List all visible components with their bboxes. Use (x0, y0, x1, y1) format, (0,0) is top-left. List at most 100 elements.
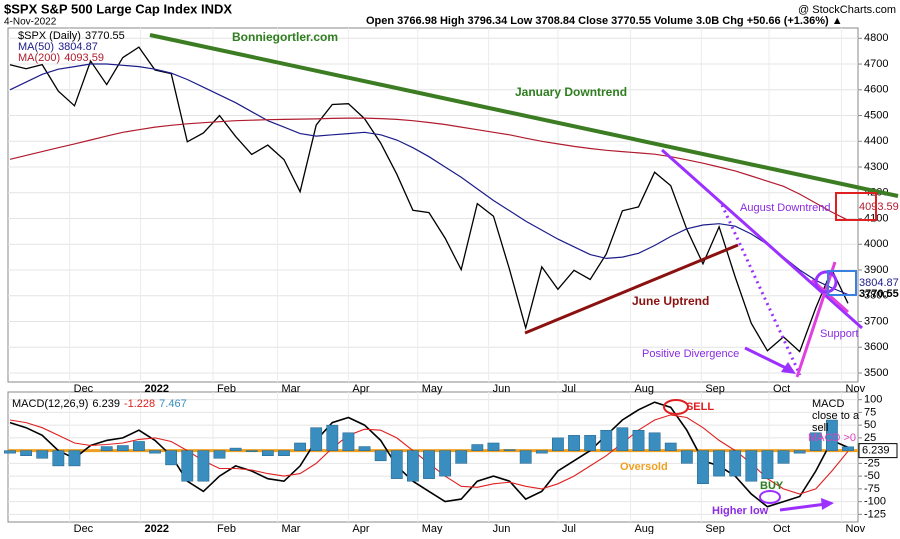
histogram-bar (358, 446, 371, 451)
legend-value: 4093.59 (64, 52, 104, 64)
histogram-bar (664, 442, 677, 451)
annotation: June Uptrend (632, 294, 709, 308)
legend-value: 6.239 (92, 398, 120, 410)
legend-value: 7.467 (159, 398, 187, 410)
histogram-bar (697, 450, 709, 485)
macd-legend: MACD(12,26,9) 6.239 -1.228 7.467 (12, 398, 187, 410)
y-tick-label: -50 (864, 470, 880, 482)
histogram-bar (809, 432, 822, 451)
y-tick-label: 3700 (864, 315, 888, 327)
x-tick-label: Feb (217, 383, 236, 395)
histogram-bar (326, 424, 339, 451)
legend-entry: MA(50) 3804.87 (18, 41, 98, 53)
legend-value: -1.228 (124, 398, 155, 410)
x-tick-label: Sep (705, 523, 725, 534)
annotation: Support (820, 328, 859, 340)
annotation: BUY (760, 480, 784, 492)
buy-ellipse (759, 490, 781, 504)
annotation: Positive Divergence (642, 348, 739, 360)
histogram-bar (342, 432, 355, 451)
histogram-bar (568, 435, 580, 451)
value-tag: 6.239 (862, 445, 890, 457)
y-tick-label: 3900 (864, 264, 888, 276)
histogram-bar (374, 450, 387, 462)
y-tick-label: 50 (864, 419, 876, 431)
x-tick-label: Sep (705, 383, 725, 395)
y-tick-label: 4500 (864, 109, 888, 121)
x-tick-label: May (422, 523, 443, 534)
june-uptrend-line (524, 243, 739, 335)
legend-name: $SPX (Daily) (18, 30, 81, 42)
y-tick-label: -75 (864, 483, 880, 495)
y-tick-label: 4700 (864, 58, 888, 70)
annotation: sell (812, 422, 829, 434)
legend-entry: $SPX (Daily) 3770.55 (18, 30, 125, 42)
annotation: SELL (686, 401, 714, 413)
histogram-bar (825, 419, 838, 451)
histogram-bar (729, 450, 742, 477)
histogram-bar (535, 450, 548, 454)
histogram-bar (36, 450, 49, 459)
price-tag: 3770.55 (859, 288, 899, 300)
annotation: MACD (812, 398, 844, 410)
histogram-bar (294, 442, 306, 451)
x-tick-label: Jul (562, 523, 576, 534)
x-tick-label: Jul (562, 383, 576, 395)
divergence-line (720, 204, 802, 376)
histogram-bar (680, 450, 693, 464)
august-downtrend-line (661, 148, 863, 330)
arrow (779, 502, 827, 512)
x-tick-label: Nov (846, 383, 866, 395)
histogram-bar (552, 437, 564, 451)
legend-name: MA(50) (18, 41, 54, 53)
x-tick-label: Feb (217, 523, 236, 534)
histogram-bar (278, 450, 290, 456)
y-tick-label: 4600 (864, 84, 888, 96)
x-tick-label: Dec (74, 383, 94, 395)
highlight-box (835, 192, 877, 221)
legend-name: MA(200) (18, 52, 60, 64)
y-tick-label: -100 (864, 496, 886, 508)
histogram-bar (52, 450, 65, 467)
x-tick-label: Mar (282, 383, 301, 395)
x-tick-label: Jun (493, 523, 511, 534)
x-tick-label: Dec (74, 523, 94, 534)
x-tick-label: Nov (846, 523, 866, 534)
histogram-bar (503, 449, 516, 451)
price-frame (7, 27, 859, 383)
legend-value: 3770.55 (85, 30, 125, 42)
annotation: close to a (812, 410, 860, 422)
histogram-bar (777, 450, 790, 464)
histogram-bar (439, 450, 452, 477)
histogram-bar (713, 450, 725, 477)
histogram-bar (745, 450, 758, 482)
y-tick-label: 3800 (864, 290, 888, 302)
histogram-bar (455, 450, 468, 464)
annotation: Oversold (620, 461, 668, 473)
histogram-bar (100, 446, 113, 451)
histogram-bar (471, 444, 484, 451)
x-tick-label: Apr (352, 523, 369, 534)
histogram-bar (648, 432, 661, 451)
histogram-bar (584, 435, 597, 451)
y-tick-label: 4400 (864, 135, 888, 147)
trend-drawings (149, 33, 899, 512)
annotation: January Downtrend (515, 85, 627, 99)
y-tick-label: -25 (864, 457, 880, 469)
histogram-bar (487, 442, 500, 451)
histogram-bar (632, 429, 645, 451)
legend-entry: MA(200) 4093.59 (18, 52, 104, 64)
histogram-bar (116, 445, 129, 451)
histogram-bar (20, 450, 33, 456)
annotation: August Downtrend (740, 202, 831, 214)
x-tick-label: Oct (773, 383, 790, 395)
histogram-bar (761, 450, 774, 479)
x-tick-label: Apr (352, 383, 369, 395)
january-downtrend-line (149, 33, 899, 198)
histogram-bar (842, 446, 854, 451)
x-tick-label: Mar (282, 523, 301, 534)
arrow-head (821, 498, 834, 510)
highlight-circle (814, 270, 838, 294)
